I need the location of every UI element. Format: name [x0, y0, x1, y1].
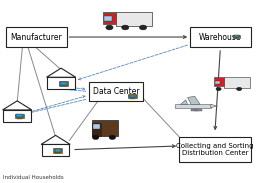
Bar: [179, 137, 251, 162]
Bar: [175, 104, 211, 108]
Polygon shape: [188, 96, 200, 104]
Bar: [15, 114, 24, 118]
Text: Warehouse: Warehouse: [199, 33, 242, 42]
Bar: [93, 124, 100, 129]
Polygon shape: [41, 135, 70, 144]
Bar: [42, 144, 69, 156]
Circle shape: [237, 87, 242, 91]
Bar: [128, 94, 137, 98]
Bar: [59, 81, 68, 86]
Bar: [60, 82, 67, 85]
Bar: [104, 16, 112, 21]
Bar: [116, 12, 152, 26]
Text: Manufacturer: Manufacturer: [10, 33, 62, 42]
Bar: [55, 152, 60, 153]
Bar: [190, 27, 251, 47]
Bar: [224, 77, 250, 88]
Text: Individual Households: Individual Households: [3, 175, 64, 180]
Bar: [92, 120, 118, 136]
Bar: [17, 118, 22, 119]
Circle shape: [216, 87, 221, 91]
Bar: [53, 148, 62, 153]
Bar: [195, 109, 202, 111]
Circle shape: [92, 135, 99, 139]
Bar: [16, 114, 23, 117]
Polygon shape: [181, 100, 188, 104]
Bar: [92, 123, 101, 136]
Bar: [129, 95, 136, 97]
Polygon shape: [47, 68, 76, 77]
Bar: [47, 77, 75, 89]
Bar: [103, 12, 116, 24]
Polygon shape: [2, 101, 32, 110]
Bar: [233, 35, 240, 38]
Text: Collecting and Sorting
Distribution Center: Collecting and Sorting Distribution Cent…: [176, 143, 254, 156]
Text: Data Center: Data Center: [93, 87, 139, 96]
Circle shape: [122, 25, 129, 30]
Bar: [234, 35, 239, 37]
Bar: [55, 149, 61, 152]
Bar: [3, 110, 31, 122]
Bar: [215, 81, 220, 85]
Circle shape: [139, 25, 147, 30]
Polygon shape: [211, 104, 218, 108]
Bar: [130, 98, 135, 99]
Circle shape: [106, 25, 113, 30]
Bar: [214, 77, 224, 86]
Bar: [61, 85, 66, 86]
Circle shape: [109, 135, 116, 139]
Bar: [89, 81, 144, 102]
Bar: [6, 27, 67, 47]
Bar: [191, 109, 198, 111]
